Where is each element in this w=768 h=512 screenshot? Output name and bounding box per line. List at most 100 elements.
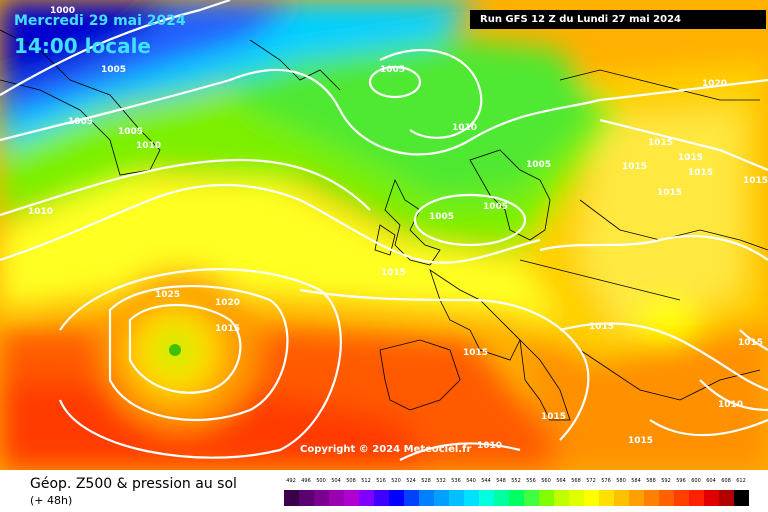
- isobar-label: 1025: [155, 290, 181, 300]
- isobar-label: 1015: [688, 168, 714, 178]
- legend-value: 544: [481, 478, 491, 484]
- legend-value: 532: [436, 478, 446, 484]
- legend-value: 496: [301, 478, 311, 484]
- legend-swatch: [389, 490, 404, 506]
- legend-swatch: [524, 490, 539, 506]
- forecast-time: 14:00 locale: [14, 34, 151, 58]
- high-pressure-center: [169, 344, 181, 356]
- isobar-label: 1020: [215, 298, 241, 308]
- isobar-label: 1005: [483, 202, 509, 212]
- forecast-lead-time: (+ 48h): [30, 494, 73, 507]
- legend-swatch: [539, 490, 554, 506]
- legend-value: 596: [676, 478, 686, 484]
- legend-swatch: [404, 490, 419, 506]
- legend-value: 560: [541, 478, 551, 484]
- legend-swatch: [419, 490, 434, 506]
- legend-swatch: [734, 490, 749, 506]
- legend-value: 556: [526, 478, 536, 484]
- legend-value: 564: [556, 478, 566, 484]
- isobar-label: 1005: [101, 65, 127, 75]
- legend-swatch: [689, 490, 704, 506]
- isobar-label: 1015: [463, 348, 489, 358]
- isobars: [0, 0, 768, 461]
- legend-swatch: [374, 490, 389, 506]
- isobar-label: 1005: [526, 160, 552, 170]
- legend-value: 600: [691, 478, 701, 484]
- legend-value: 608: [721, 478, 731, 484]
- isobar-label: 1015: [628, 436, 654, 446]
- legend-value: 588: [646, 478, 656, 484]
- legend-value: 572: [586, 478, 596, 484]
- isobar-label: 1010: [28, 207, 54, 217]
- isobar-label: 1015: [622, 162, 648, 172]
- legend-swatch: [554, 490, 569, 506]
- isobar-label: 1015: [541, 412, 567, 422]
- isobar-label: 1005: [68, 117, 94, 127]
- legend-value: 576: [601, 478, 611, 484]
- color-scale-legend: 492 496 500 504 508 512 516 520 524 528 532 536 540 5…: [284, 478, 754, 508]
- legend-swatch: [644, 490, 659, 506]
- legend-swatch: [599, 490, 614, 506]
- isobar-label: 1010: [718, 400, 744, 410]
- model-run-info: Run GFS 12 Z du Lundi 27 mai 2024: [470, 10, 766, 29]
- isobar-label: 1005: [118, 127, 144, 137]
- legend-swatch: [704, 490, 719, 506]
- isobar-label: 1015: [743, 176, 768, 186]
- legend-value: 508: [346, 478, 356, 484]
- isobar-label: 1010: [452, 123, 478, 133]
- legend-swatch: [674, 490, 689, 506]
- legend-value: 540: [466, 478, 476, 484]
- geopotential-field: [0, 0, 768, 470]
- legend-value: 528: [421, 478, 431, 484]
- isobar-label: 1010: [477, 441, 503, 451]
- legend-swatch: [614, 490, 629, 506]
- legend-value: 612: [736, 478, 746, 484]
- legend-swatch: [719, 490, 734, 506]
- weather-map: [0, 0, 768, 470]
- coastlines: [0, 29, 768, 421]
- legend-swatch: [329, 490, 344, 506]
- isobar-label: 1015: [381, 268, 407, 278]
- legend-swatch: [344, 490, 359, 506]
- legend-value: 520: [391, 478, 401, 484]
- isobar-label: 1015: [657, 188, 683, 198]
- isobar-label: 1015: [589, 322, 615, 332]
- legend-value: 552: [511, 478, 521, 484]
- isobar-label: 1000: [50, 6, 76, 16]
- copyright-text: Copyright © 2024 Meteociel.fr: [300, 444, 472, 455]
- legend-value: 492: [286, 478, 296, 484]
- legend-value: 524: [406, 478, 416, 484]
- legend-swatch: [629, 490, 644, 506]
- forecast-date: Mercredi 29 mai 2024: [14, 13, 186, 29]
- legend-value: 592: [661, 478, 671, 484]
- legend-swatch: [299, 490, 314, 506]
- legend-value: 584: [631, 478, 641, 484]
- isobar-label: 1015: [215, 324, 241, 334]
- isobar-label: 1015: [648, 138, 674, 148]
- legend-value: 512: [361, 478, 371, 484]
- legend-swatch: [584, 490, 599, 506]
- isobar-label: 1005: [380, 65, 406, 75]
- legend-value: 580: [616, 478, 626, 484]
- legend-value: 504: [331, 478, 341, 484]
- legend-value: 568: [571, 478, 581, 484]
- legend-swatch: [659, 490, 674, 506]
- legend-swatch: [449, 490, 464, 506]
- legend-swatch: [359, 490, 374, 506]
- isobar-label: 1005: [429, 212, 455, 222]
- isobar-label: 1020: [702, 79, 728, 89]
- legend-swatch: [314, 490, 329, 506]
- legend-value: 516: [376, 478, 386, 484]
- legend-swatch: [509, 490, 524, 506]
- legend-swatch: [494, 490, 509, 506]
- map-legend-title: Géop. Z500 & pression au sol: [30, 476, 237, 492]
- legend-swatch: [434, 490, 449, 506]
- legend-swatch: [479, 490, 494, 506]
- isobar-label: 1010: [136, 141, 162, 151]
- isobar-label: 1015: [678, 153, 704, 163]
- legend-swatch: [464, 490, 479, 506]
- legend-value: 500: [316, 478, 326, 484]
- legend-value: 536: [451, 478, 461, 484]
- legend-swatch: [569, 490, 584, 506]
- legend-value: 548: [496, 478, 506, 484]
